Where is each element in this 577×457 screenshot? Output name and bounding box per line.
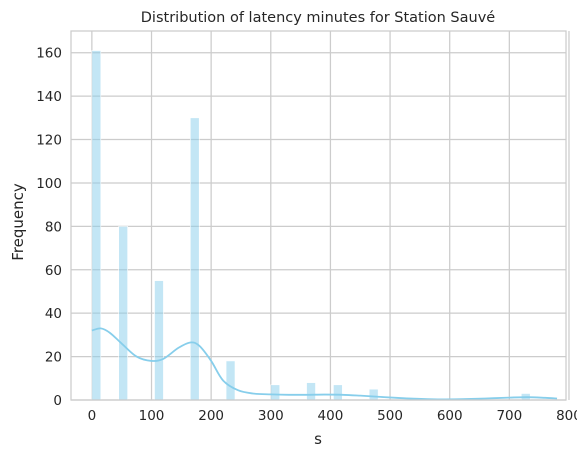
y-tick-label: 80 [45, 219, 62, 235]
y-tick-label: 120 [36, 133, 62, 149]
y-tick-label: 140 [36, 89, 62, 105]
histogram-bar [368, 388, 379, 401]
y-tick-labels: 0 20 40 60 80 100 120 140 160 [36, 46, 62, 409]
x-tick-label: 0 [88, 408, 97, 424]
x-tick-label: 300 [258, 408, 284, 424]
grid [71, 31, 570, 401]
y-tick-label: 100 [36, 176, 62, 192]
x-tick-labels: 0 100 200 300 400 500 600 700 800 [88, 408, 577, 424]
histogram-bar [154, 280, 164, 401]
histogram-bar [91, 50, 102, 401]
y-tick-label: 160 [36, 46, 62, 62]
histogram-bar [306, 382, 316, 401]
x-tick-label: 100 [139, 408, 165, 424]
histogram-bar [333, 384, 343, 401]
histogram-bar [118, 226, 128, 401]
x-tick-label: 700 [496, 408, 522, 424]
x-tick-label: 800 [556, 408, 577, 424]
histogram-bar [270, 384, 281, 401]
y-tick-label: 20 [45, 350, 62, 366]
x-tick-label: 400 [318, 408, 344, 424]
kde-curve [91, 327, 558, 401]
histogram-bar [189, 117, 200, 401]
kde-curve-group [91, 327, 558, 401]
y-tick-label: 0 [53, 393, 62, 409]
plot-frame [70, 30, 567, 401]
y-tick-label: 60 [45, 263, 62, 279]
x-tick-label: 600 [437, 408, 463, 424]
y-axis-label: Frequency [9, 183, 27, 261]
histogram-bar [225, 360, 236, 401]
bars [91, 50, 531, 401]
x-tick-label: 500 [377, 408, 403, 424]
x-axis-label: s [314, 430, 322, 448]
x-tick-label: 200 [198, 408, 224, 424]
y-tick-label: 40 [45, 306, 62, 322]
chart-title: Distribution of latency minutes for Stat… [141, 10, 496, 26]
